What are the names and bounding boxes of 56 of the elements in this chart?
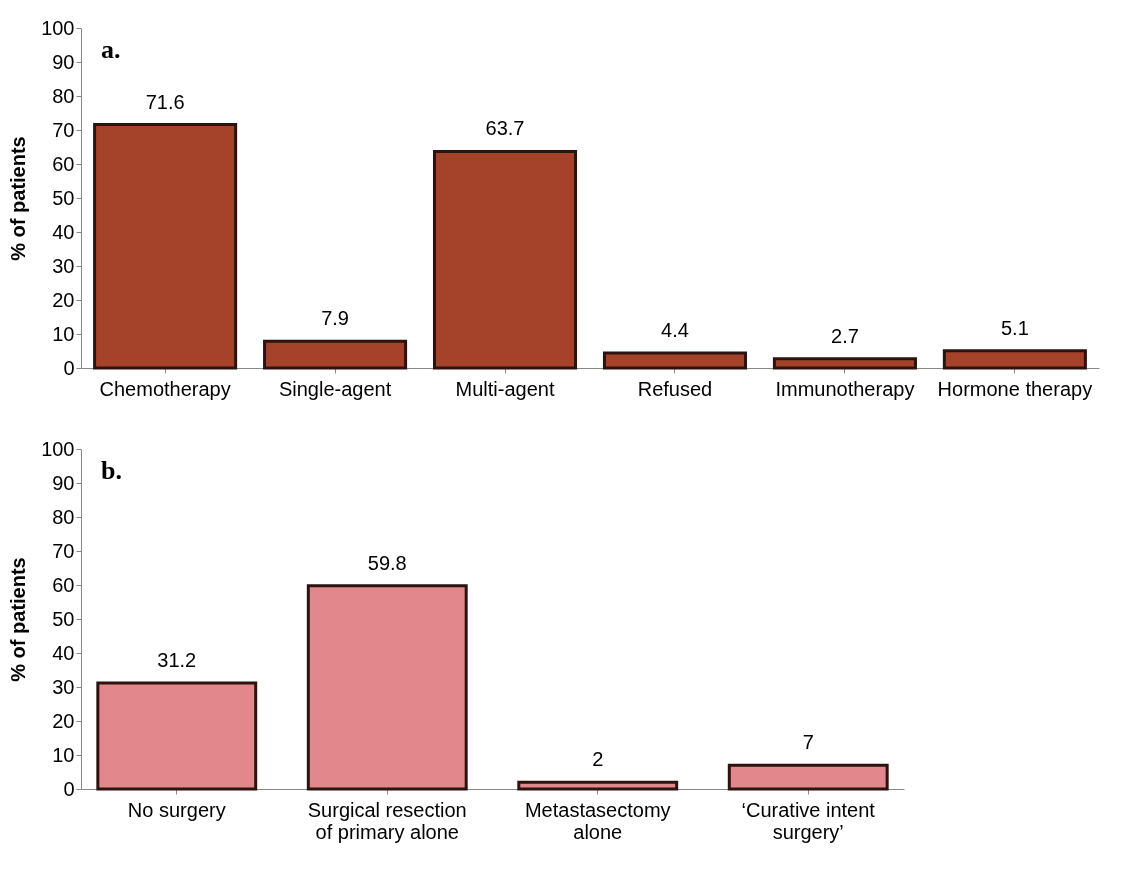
data-label: 4.4 bbox=[661, 319, 689, 342]
y-tick-label: 0 bbox=[63, 777, 75, 800]
y-tick-label: 60 bbox=[52, 152, 75, 175]
bar bbox=[772, 357, 917, 370]
data-label: 2 bbox=[592, 748, 604, 771]
x-tick-label: Single-agent bbox=[278, 377, 392, 400]
data-label: 5.1 bbox=[1000, 316, 1029, 339]
data-label: 2.7 bbox=[831, 324, 859, 347]
y-tick-label: 40 bbox=[52, 220, 75, 243]
x-tick-label: Refused bbox=[637, 377, 713, 400]
y-tick-label: 80 bbox=[52, 84, 75, 107]
data-label: 7 bbox=[802, 731, 814, 754]
x-tick-label: Surgical resection of primary alone bbox=[307, 798, 467, 843]
x-tick-label: Immunotherapy bbox=[775, 377, 915, 400]
bar bbox=[433, 149, 578, 370]
bar bbox=[517, 780, 679, 791]
y-tick-label: 0 bbox=[63, 356, 75, 379]
y-tick-label: 70 bbox=[52, 118, 75, 141]
data-label: 71.6 bbox=[145, 90, 185, 113]
y-tick-label: 20 bbox=[52, 709, 75, 732]
bar bbox=[727, 763, 889, 791]
bar bbox=[306, 584, 468, 791]
x-tick-label: Multi-agent bbox=[455, 377, 555, 400]
bar bbox=[96, 681, 258, 791]
y-tick-label: 10 bbox=[52, 322, 75, 345]
y-tick-label: 20 bbox=[52, 288, 75, 311]
chart-title: a. bbox=[101, 35, 121, 64]
bar bbox=[602, 351, 747, 370]
y-tick-label: 100 bbox=[41, 437, 75, 460]
y-tick-label: 50 bbox=[52, 607, 75, 630]
data-label: 7.9 bbox=[321, 307, 349, 330]
y-tick-label: 90 bbox=[52, 471, 75, 494]
bar bbox=[263, 339, 408, 370]
bar bbox=[93, 123, 238, 370]
y-axis-title: % of patients bbox=[7, 557, 30, 682]
y-tick-label: 70 bbox=[52, 539, 75, 562]
x-tick-label: No surgery bbox=[127, 798, 226, 821]
data-label: 63.7 bbox=[485, 117, 525, 140]
data-label: 59.8 bbox=[367, 551, 407, 574]
y-axis-title: % of patients bbox=[7, 136, 30, 261]
y-tick-label: 90 bbox=[52, 50, 75, 73]
x-tick-label: Metastasectomy alone bbox=[524, 798, 671, 843]
y-tick-label: 10 bbox=[52, 743, 75, 766]
y-tick-label: 60 bbox=[52, 573, 75, 596]
y-tick-label: 30 bbox=[52, 675, 75, 698]
y-tick-label: 30 bbox=[52, 254, 75, 277]
x-tick-label: Hormone therapy bbox=[937, 377, 1093, 400]
y-tick-label: 50 bbox=[52, 186, 75, 209]
x-tick-label: ‘Curative intent surgery’ bbox=[741, 798, 876, 843]
y-tick-label: 80 bbox=[52, 505, 75, 528]
data-label: 31.2 bbox=[157, 648, 197, 671]
y-tick-label: 100 bbox=[41, 16, 75, 39]
bar bbox=[942, 349, 1087, 370]
y-tick-label: 40 bbox=[52, 641, 75, 664]
x-tick-label: Chemotherapy bbox=[99, 377, 231, 400]
chart-title: b. bbox=[101, 456, 122, 485]
